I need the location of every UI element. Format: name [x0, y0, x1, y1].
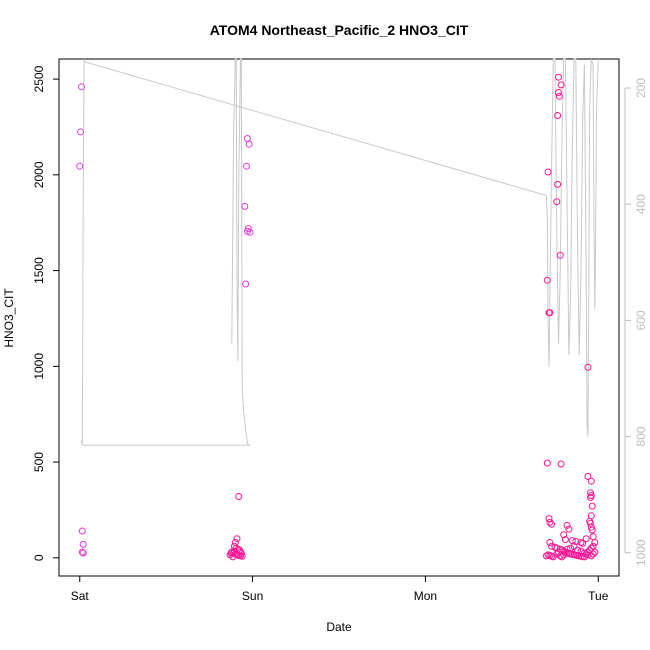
- x-tick-label: Mon: [414, 589, 437, 603]
- y-axis: 0 500 1000 1500 2000 2500: [32, 65, 59, 561]
- data-point: [588, 502, 596, 510]
- data-point: [76, 162, 84, 170]
- data-point: [584, 472, 592, 480]
- data-point: [584, 363, 592, 371]
- data-point: [587, 477, 595, 485]
- x-tick-label: Sun: [242, 589, 263, 603]
- data-point: [572, 538, 580, 545]
- data-point: [227, 549, 235, 557]
- y2-tick-label: 400: [634, 194, 648, 214]
- x-tick-label: Tue: [588, 589, 609, 603]
- data-point: [589, 533, 597, 541]
- data-point: [78, 548, 86, 556]
- data-point: [554, 180, 562, 188]
- data-point: [545, 515, 553, 523]
- data-point: [544, 168, 552, 176]
- data-point: [563, 545, 571, 553]
- data-point: [557, 81, 565, 89]
- data-point: [79, 540, 87, 548]
- y2-tick-label: 600: [634, 310, 648, 330]
- data-point: [245, 140, 253, 148]
- data-point: [584, 551, 592, 559]
- y-tick-label: 1000: [32, 353, 46, 380]
- data-point: [555, 548, 562, 556]
- data-point: [587, 519, 594, 527]
- data-point: [587, 512, 595, 520]
- data-point: [242, 280, 250, 288]
- data-point: [588, 526, 596, 534]
- data-point: [546, 309, 554, 317]
- data-point: [567, 544, 575, 552]
- pressure-line-segment: [545, 58, 599, 437]
- pressure-line-layer: [81, 58, 599, 446]
- data-point: [235, 493, 243, 500]
- data-point: [563, 521, 571, 529]
- data-point: [557, 460, 565, 468]
- data-point: [553, 550, 561, 558]
- data-point: [577, 547, 585, 555]
- y2-tick-label: 1000: [634, 539, 648, 566]
- data-point: [555, 73, 562, 81]
- data-point: [582, 535, 590, 543]
- data-point: [246, 228, 254, 236]
- data-point: [561, 536, 569, 544]
- y-tick-label: 2500: [32, 65, 46, 92]
- data-point: [565, 525, 573, 533]
- data-point: [546, 518, 554, 526]
- data-point: [574, 546, 581, 554]
- data-point: [555, 89, 562, 96]
- data-point: [560, 531, 568, 539]
- data-point: [233, 535, 241, 543]
- y2-axis: 200 400 600 800 1000: [624, 78, 648, 566]
- data-point: [587, 552, 595, 560]
- y-tick-label: 0: [32, 554, 46, 561]
- data-point: [579, 539, 587, 547]
- data-point: [543, 459, 551, 467]
- data-point: [78, 527, 86, 535]
- y-tick-label: 500: [32, 452, 46, 472]
- data-point: [77, 128, 85, 136]
- data-point: [241, 202, 249, 210]
- y2-tick-label: 200: [634, 78, 648, 98]
- x-tick-label: Sat: [71, 589, 90, 603]
- x-axis: Sat Sun Mon Tue: [71, 576, 609, 603]
- data-point: [553, 198, 561, 206]
- data-point: [580, 549, 588, 557]
- data-point: [546, 539, 554, 546]
- data-point: [230, 547, 238, 555]
- pressure-line-segment: [84, 61, 547, 196]
- data-point: [587, 489, 594, 497]
- x-axis-label: Date: [326, 620, 352, 634]
- data-point: [237, 550, 245, 558]
- y-tick-label: 2000: [32, 161, 46, 188]
- data-point: [560, 551, 568, 559]
- data-point: [555, 92, 563, 100]
- data-point: [243, 135, 251, 142]
- data-point: [558, 553, 566, 561]
- y-tick-label: 1500: [32, 257, 46, 284]
- pressure-line-segment: [81, 58, 86, 446]
- data-point: [591, 539, 599, 546]
- y-axis-label: HNO3_CIT: [2, 288, 16, 348]
- data-point: [589, 550, 597, 558]
- data-point: [548, 520, 556, 528]
- data-point: [243, 162, 250, 170]
- data-point: [591, 548, 599, 556]
- data-point: [542, 552, 550, 560]
- pressure-line-segment: [231, 58, 250, 446]
- points-layer: [76, 73, 599, 561]
- data-point: [79, 549, 87, 557]
- data-point: [556, 251, 564, 259]
- data-point: [543, 276, 551, 284]
- data-point: [587, 494, 594, 501]
- y2-tick-label: 800: [634, 426, 648, 446]
- data-point: [78, 83, 85, 91]
- chart-title: ATOM4 Northeast_Pacific_2 HNO3_CIT: [210, 22, 469, 38]
- data-point: [554, 112, 562, 119]
- plot-area: [58, 58, 620, 577]
